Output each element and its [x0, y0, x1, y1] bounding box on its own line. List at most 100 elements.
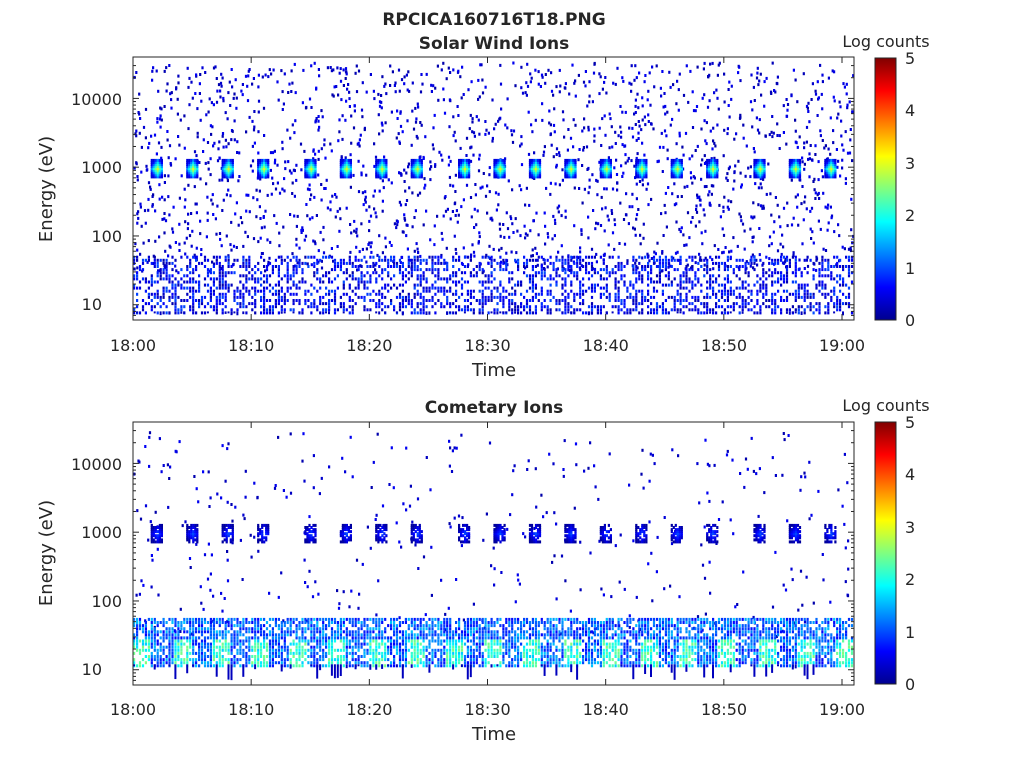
spectrogram-cell — [499, 265, 502, 268]
spectrogram-cell — [431, 305, 434, 309]
spectrogram-cell — [333, 289, 337, 293]
spectrogram-cell — [481, 305, 484, 309]
spectrogram-cell — [154, 161, 157, 164]
spectrogram-cell — [410, 311, 413, 315]
spectrogram-cell — [150, 171, 153, 175]
spectrogram-cell — [499, 82, 503, 86]
spectrogram-cell — [233, 119, 236, 123]
spectrogram-cell — [587, 128, 590, 132]
spectrogram-cell — [808, 152, 811, 156]
spectrogram-cell — [836, 299, 839, 302]
spectrogram-cell — [428, 268, 431, 272]
spectrogram-cell — [245, 130, 248, 134]
spectrogram-cell — [759, 173, 762, 177]
spectrogram-cell — [691, 268, 694, 272]
spectrogram-cell — [598, 72, 601, 76]
spectrogram-cell — [418, 163, 421, 167]
spectrogram-cell — [662, 145, 665, 149]
spectrogram-cell — [641, 96, 644, 100]
spectrogram-cell — [598, 92, 601, 96]
spectrogram-cell — [821, 73, 824, 77]
spectrogram-cell — [317, 128, 320, 132]
spectrogram-cell — [712, 286, 715, 290]
spectrogram-cell — [257, 130, 260, 134]
spectrogram-cell — [434, 86, 437, 90]
spectrogram-cell — [189, 305, 192, 309]
spectrogram-cell — [231, 129, 234, 133]
spectrogram-cell — [150, 305, 153, 309]
spectrogram-cell — [603, 187, 606, 191]
spectrogram-cell — [635, 158, 638, 162]
spectrogram-cell — [253, 125, 256, 129]
spectrogram-cell — [672, 171, 675, 175]
spectrogram-cell — [314, 173, 317, 177]
spectrogram-cell — [727, 199, 730, 203]
spectrogram-cell — [679, 295, 682, 299]
spectrogram-cell — [375, 169, 378, 173]
spectrogram-cell — [469, 292, 472, 296]
spectrogram-cell — [780, 274, 783, 278]
spectrogram-cell — [540, 286, 543, 290]
spectrogram-cell — [188, 161, 191, 164]
spectrogram-cell — [792, 173, 795, 177]
spectrogram-cell — [416, 268, 419, 272]
spectrogram-cell — [192, 292, 195, 296]
spectrogram-cell — [195, 202, 198, 206]
spectrogram-cell — [761, 173, 764, 177]
spectrogram-cell — [407, 292, 410, 296]
spectrogram-cell — [803, 308, 806, 312]
spectrogram-cell — [158, 158, 161, 162]
spectrogram-cell — [632, 258, 635, 262]
spectrogram-cell — [245, 277, 248, 281]
spectrogram-cell — [564, 169, 567, 173]
spectrogram-cell — [530, 169, 534, 173]
spectrogram-cell — [382, 186, 385, 190]
spectrogram-cell — [481, 308, 484, 312]
spectrogram-cell — [576, 258, 579, 262]
spectrogram-cell — [477, 118, 480, 122]
spectrogram-cell — [263, 311, 266, 315]
spectrogram-cell — [348, 311, 351, 315]
spectrogram-cell — [785, 308, 789, 312]
spectrogram-cell — [284, 167, 287, 171]
spectrogram-cell — [694, 299, 697, 302]
spectrogram-cell — [223, 158, 226, 162]
spectrogram-cell — [788, 163, 791, 167]
spectrogram-cell — [676, 171, 679, 175]
spectrogram-cell — [167, 174, 170, 178]
spectrogram-cell — [478, 289, 481, 293]
spectrogram-cell — [824, 292, 827, 296]
spectrogram-cell — [184, 252, 187, 256]
spectrogram-cell — [632, 265, 635, 268]
spectrogram-cell — [635, 167, 638, 171]
spectrogram-cell — [632, 299, 635, 302]
spectrogram-cell — [607, 243, 610, 247]
spectrogram-cell — [851, 110, 854, 114]
spectrogram-cell — [796, 100, 799, 104]
spectrogram-cell — [216, 204, 219, 208]
spectrogram-cell — [207, 167, 210, 171]
spectrogram-cell — [661, 289, 664, 293]
spectrogram-cell — [373, 97, 376, 101]
spectrogram-cell — [570, 289, 573, 293]
spectrogram-cell — [345, 308, 348, 312]
spectrogram-cell — [260, 252, 263, 255]
spectrogram-cell — [224, 311, 227, 314]
spectrogram-cell — [688, 308, 691, 312]
spectrogram-cell — [771, 308, 774, 312]
spectrogram-cell — [203, 283, 207, 287]
spectrogram-cell — [604, 206, 607, 210]
spectrogram-cell — [607, 171, 610, 175]
spectrogram-cell — [758, 227, 761, 230]
spectrogram-cell — [347, 158, 350, 162]
spectrogram-cell — [803, 167, 806, 171]
spectrogram-cell — [732, 236, 735, 240]
spectrogram-cell — [827, 305, 830, 309]
spectrogram-cell — [239, 302, 242, 306]
spectrogram-cell — [582, 148, 585, 152]
spectrogram-cell — [466, 280, 469, 284]
spectrogram-cell — [458, 158, 461, 162]
spectrogram-cell — [353, 229, 356, 233]
spectrogram-cell — [298, 261, 301, 265]
spectrogram-cell — [738, 265, 741, 268]
